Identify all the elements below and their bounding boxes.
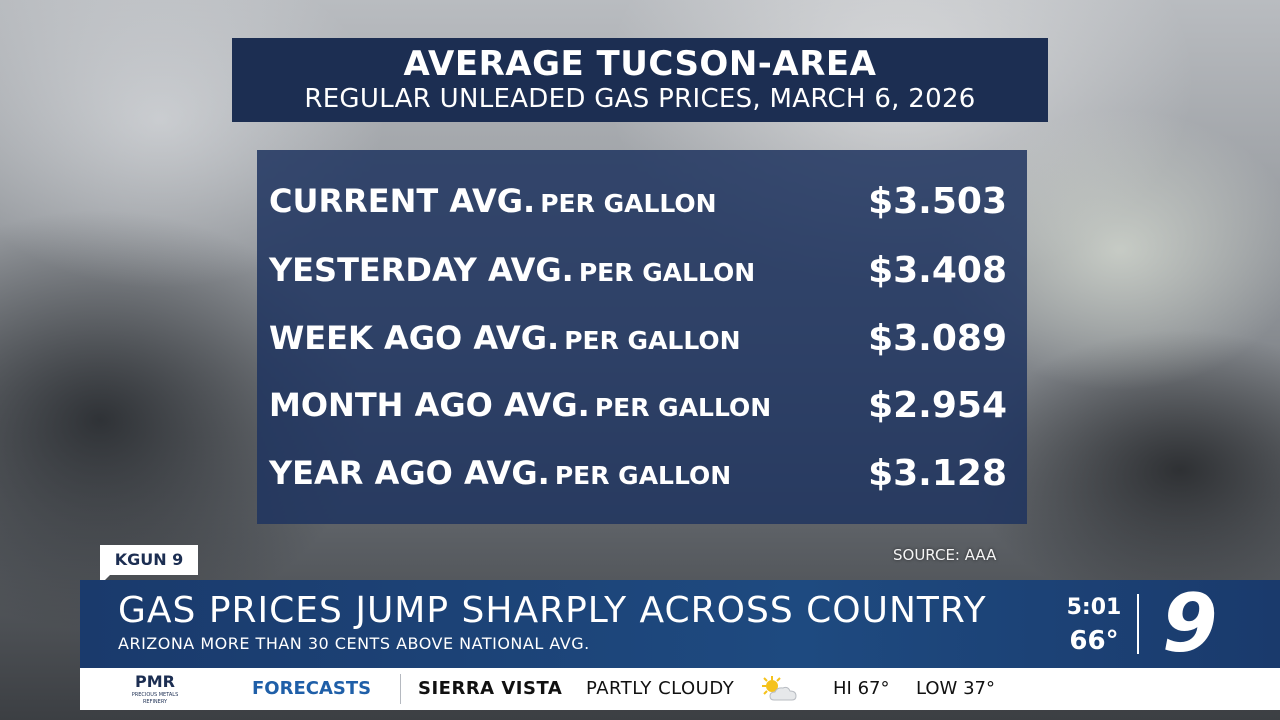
price-value: $3.089 [868, 317, 1007, 359]
forecast-low: LOW 37° [916, 678, 995, 699]
source-credit: SOURCE: AAA [893, 546, 997, 564]
graphic-subtitle: REGULAR UNLEADED GAS PRICES, MARCH 6, 20… [304, 84, 976, 114]
price-value: $3.128 [868, 452, 1007, 494]
price-unit: PER GALLON [578, 258, 756, 287]
forecast-location: SIERRA VISTA [418, 678, 563, 699]
sponsor-mark: PMR [135, 672, 175, 691]
price-row: WEEK AGO AVG. PER GALLON $3.089 [269, 313, 1007, 363]
price-period: MONTH AGO AVG. [269, 386, 590, 424]
ticker-divider [400, 674, 401, 704]
forecast-high: HI 67° [833, 678, 890, 699]
price-value: $2.954 [868, 384, 1007, 426]
price-row: YEAR AGO AVG. PER GALLON $3.128 [269, 448, 1007, 498]
weather-ticker: PMR PRECIOUS METALS REFINERY FORECASTS S… [80, 668, 1280, 710]
forecast-condition: PARTLY CLOUDY [586, 678, 735, 699]
price-row-label: YEAR AGO AVG. PER GALLON [269, 454, 731, 492]
price-row: MONTH AGO AVG. PER GALLON $2.954 [269, 380, 1007, 430]
price-unit: PER GALLON [564, 326, 741, 355]
price-value: $3.408 [868, 249, 1007, 291]
current-temperature: 66° [1069, 626, 1119, 656]
price-period: YEAR AGO AVG. [269, 454, 550, 492]
price-period: WEEK AGO AVG. [269, 319, 560, 357]
graphic-title-box: AVERAGE TUCSON-AREA REGULAR UNLEADED GAS… [232, 38, 1048, 122]
brand-tag: KGUN 9 [100, 545, 198, 585]
price-row: CURRENT AVG. PER GALLON $3.503 [269, 176, 1007, 226]
station-logo: 9 [1162, 577, 1218, 670]
headline: GAS PRICES JUMP SHARPLY ACROSS COUNTRY [118, 590, 987, 631]
forecasts-label: FORECASTS [252, 678, 372, 699]
price-row-label: YESTERDAY AVG. PER GALLON [269, 251, 755, 289]
prices-panel: CURRENT AVG. PER GALLON $3.503 YESTERDAY… [257, 150, 1027, 524]
price-unit: PER GALLON [540, 189, 717, 218]
sponsor-subtext: PRECIOUS METALS REFINERY [131, 692, 179, 705]
clock-time: 5:01 [1066, 595, 1122, 620]
sponsor-logo: PMR PRECIOUS METALS REFINERY [128, 672, 182, 706]
price-period: CURRENT AVG. [269, 182, 536, 220]
price-row: YESTERDAY AVG. PER GALLON $3.408 [269, 245, 1007, 295]
price-unit: PER GALLON [554, 461, 732, 490]
subhead: ARIZONA MORE THAN 30 CENTS ABOVE NATIONA… [118, 634, 590, 653]
price-row-label: CURRENT AVG. PER GALLON [269, 182, 717, 220]
price-row-label: WEEK AGO AVG. PER GALLON [269, 319, 741, 357]
lower-third-divider [1137, 594, 1139, 654]
price-value: $3.503 [868, 180, 1007, 222]
price-period: YESTERDAY AVG. [269, 251, 574, 289]
price-row-label: MONTH AGO AVG. PER GALLON [269, 386, 771, 424]
graphic-title: AVERAGE TUCSON-AREA [403, 44, 877, 84]
lower-third: GAS PRICES JUMP SHARPLY ACROSS COUNTRY A… [80, 580, 1280, 668]
price-unit: PER GALLON [594, 393, 772, 422]
partly-cloudy-icon [762, 676, 797, 701]
